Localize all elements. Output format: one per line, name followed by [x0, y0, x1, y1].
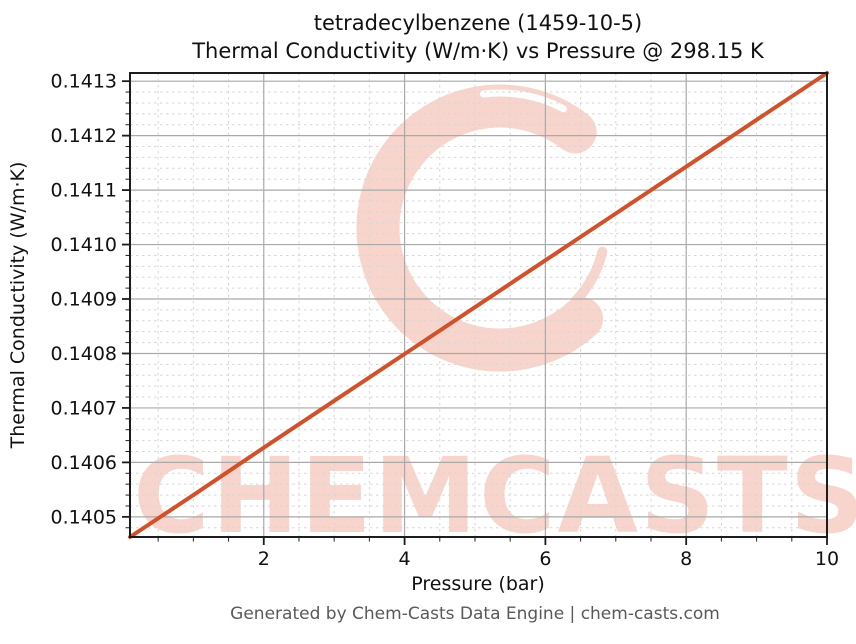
- x-tick-label: 6: [539, 548, 551, 570]
- major-ticks: 2 4 6 8 10 0.1405 0.1406 0.1407 0.1408 0.1409 0.14…: [51, 71, 840, 570]
- x-tick-label: 10: [815, 548, 839, 570]
- chart-title-line1: tetradecylbenzene (1459-10-5): [313, 11, 643, 35]
- data-line: [128, 71, 829, 539]
- watermark-ring-icon: [356, 84, 604, 372]
- y-tick-label: 0.1413: [51, 71, 117, 93]
- minor-grid: [130, 73, 827, 537]
- y-tick-label: 0.1409: [51, 289, 117, 311]
- y-tick-label: 0.1412: [51, 125, 117, 147]
- y-tick-label: 0.1405: [51, 506, 117, 528]
- watermark-ring-highlight: [480, 89, 567, 113]
- x-tick-label: 2: [258, 548, 270, 570]
- y-axis-label: Thermal Conductivity (W/m·K): [7, 161, 29, 449]
- y-tick-label: 0.1411: [51, 180, 117, 202]
- y-tick-label: 0.1410: [51, 234, 117, 256]
- y-tick-label: 0.1406: [51, 452, 117, 474]
- major-grid: [130, 73, 828, 537]
- x-tick-label: 8: [680, 548, 692, 570]
- plot-area-border: [129, 72, 828, 538]
- y-tick-label: 0.1408: [51, 343, 117, 365]
- watermark-logo: CHEMCASTS: [133, 84, 856, 557]
- y-tick-label: 0.1407: [51, 397, 117, 419]
- x-tick-label: 4: [399, 548, 411, 570]
- watermark-swoosh-icon: [570, 246, 608, 306]
- footer-credit: Generated by Chem-Casts Data Engine | ch…: [230, 604, 720, 624]
- chart-title-line2: Thermal Conductivity (W/m·K) vs Pressure…: [192, 39, 764, 63]
- x-axis-label: Pressure (bar): [411, 573, 545, 595]
- watermark-text: CHEMCASTS: [133, 435, 856, 557]
